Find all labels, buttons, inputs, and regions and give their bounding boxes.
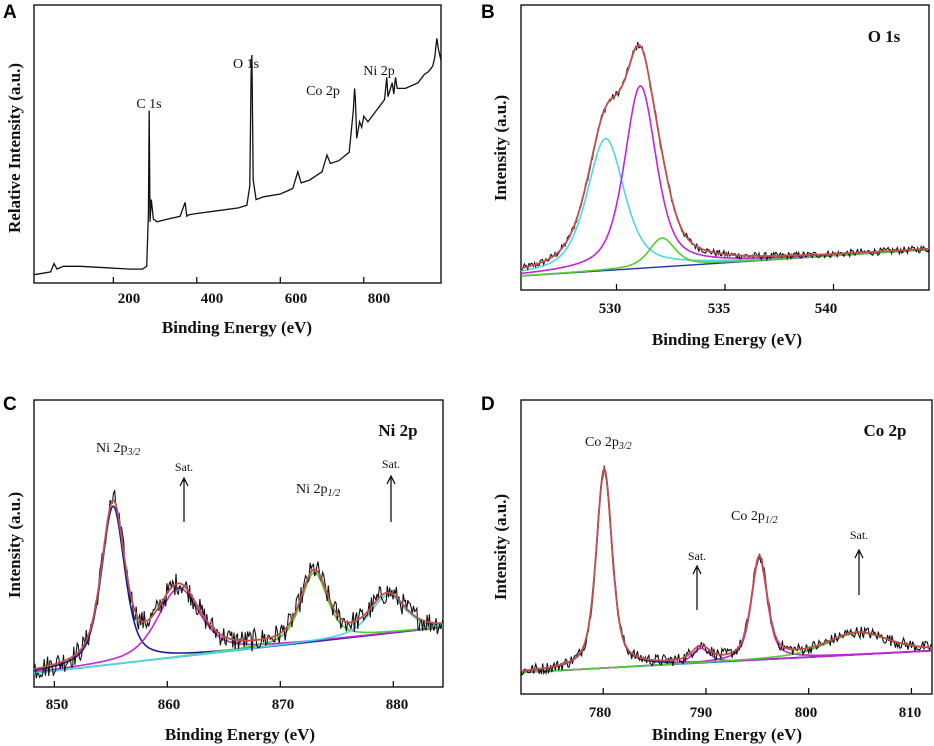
panel-a-y-title: Relative Intensity (a.u.) (5, 63, 24, 233)
panel-c-tick-870: 870 (272, 697, 295, 713)
panel-c-sat-label-1: Sat. (175, 460, 193, 474)
fit-component-magenta-2 (520, 556, 932, 674)
panel-a-tick-200: 200 (118, 291, 141, 307)
panel-d-sat-label-1: Sat. (688, 549, 706, 563)
panel-c-peak-1-2-sub: 1/2 (328, 488, 341, 499)
panel-c-tick-850: 850 (46, 697, 69, 713)
panel-d-sat-arrow-2 (854, 548, 864, 595)
panel-b-y-title: Intensity (a.u.) (491, 95, 510, 201)
panel-b-x-ticks (615, 284, 835, 290)
fit-component-green-2 (33, 571, 444, 674)
panel-d-peak-3-2-main: Co 2p (585, 435, 619, 450)
panel-c-tick-880: 880 (386, 697, 409, 713)
panel-c-letter: C (3, 394, 17, 415)
fit-envelope-line (33, 499, 443, 670)
panel-d-sat-arrow-1 (692, 564, 702, 610)
panel-d-x-title: Binding Energy (eV) (652, 725, 802, 744)
panel-c-frame (33, 399, 444, 688)
panel-d-tick-790: 790 (690, 705, 713, 721)
panel-a-label-co2p: Co 2p (306, 84, 340, 99)
panel-c-peak-1-2-main: Ni 2p (296, 482, 328, 497)
panel-d-peak-1-2-main: Co 2p (731, 509, 765, 524)
panel-c-tick-860: 860 (158, 697, 181, 713)
panel-d-co2p: D 780 790 800 810 Binding Energy (eV) In… (481, 394, 933, 744)
panel-c-x-title: Binding Energy (eV) (165, 725, 315, 744)
panel-a-frame (33, 4, 442, 284)
fit-component-cyan-3 (33, 594, 443, 674)
fit-component-navy-0 (520, 467, 933, 672)
panel-b-tick-535: 535 (708, 301, 731, 317)
panel-c-sat-arrow-1 (179, 476, 189, 522)
panel-c-peak-label-3-2: Ni 2p3/2 (96, 441, 140, 458)
panel-d-peak-label-3-2: Co 2p3/2 (585, 435, 632, 452)
panel-b-tick-540: 540 (815, 301, 838, 317)
panel-d-frame (520, 399, 933, 695)
panel-a-x-ticks (112, 277, 365, 283)
fit-envelope-line (520, 466, 933, 672)
panel-a-tick-600: 600 (285, 291, 308, 307)
panel-d-letter: D (481, 394, 495, 415)
panel-c-x-ticks (53, 681, 394, 687)
panel-d-title: Co 2p (864, 421, 907, 440)
panel-b-frame (520, 4, 930, 291)
panel-d-peak-1-2-sub: 1/2 (765, 515, 778, 526)
panel-d-x-ticks (602, 688, 913, 694)
panel-a-label-ni2p: Ni 2p (363, 64, 395, 79)
panel-b-x-title: Binding Energy (eV) (652, 330, 802, 349)
panel-c-y-title: Intensity (a.u.) (5, 492, 24, 598)
panel-d-tick-810: 810 (899, 705, 922, 721)
panel-a-survey-line (33, 38, 442, 276)
panel-b-letter: B (481, 2, 495, 23)
panel-b-tick-530: 530 (599, 301, 622, 317)
panel-c-peak-label-1-2: Ni 2p1/2 (296, 482, 340, 499)
panel-d-sat-label-2: Sat. (850, 528, 868, 542)
fit-component-magenta-1 (520, 85, 930, 275)
panel-c-title: Ni 2p (378, 421, 417, 440)
raw-spectrum-line (520, 41, 930, 272)
raw-spectrum-line (520, 465, 933, 676)
raw-spectrum-line (33, 489, 444, 679)
panel-a-x-title: Binding Energy (eV) (162, 318, 312, 337)
panel-d-tick-800: 800 (795, 705, 818, 721)
panel-c-peak-3-2-sub: 3/2 (127, 447, 141, 458)
panel-d-peak-3-2-sub: 3/2 (618, 441, 632, 452)
panel-a-tick-800: 800 (368, 291, 391, 307)
panel-d-tick-780: 780 (589, 705, 612, 721)
panel-b-o1s: B 530 535 540 Binding Energy (eV) Intens… (481, 2, 930, 349)
panel-c-peak-3-2-main: Ni 2p (96, 441, 128, 456)
panel-a-tick-400: 400 (201, 291, 224, 307)
fit-envelope-line (520, 43, 930, 270)
panel-b-plot-area (520, 41, 930, 277)
panel-c-sat-arrow-2 (386, 474, 396, 522)
panel-a-letter: A (3, 2, 17, 23)
panel-a-survey: A 200 400 600 800 Binding Energy (eV) Re… (3, 2, 442, 337)
fit-component-green-2 (520, 237, 930, 277)
panel-c-ni2p: C 850 860 870 880 Binding Energy (eV) In… (3, 394, 444, 744)
panel-a-label-o1s: O 1s (233, 57, 259, 72)
panel-b-title: O 1s (868, 27, 901, 46)
panel-d-peak-label-1-2: Co 2p1/2 (731, 509, 778, 526)
panel-c-plot-area (33, 489, 444, 679)
panel-c-sat-label-2: Sat. (382, 457, 400, 471)
panel-d-y-title: Intensity (a.u.) (491, 494, 510, 600)
panel-a-label-c1s: C 1s (136, 97, 161, 112)
panel-d-plot-area (520, 465, 933, 676)
fit-component-magenta-1 (33, 587, 444, 673)
